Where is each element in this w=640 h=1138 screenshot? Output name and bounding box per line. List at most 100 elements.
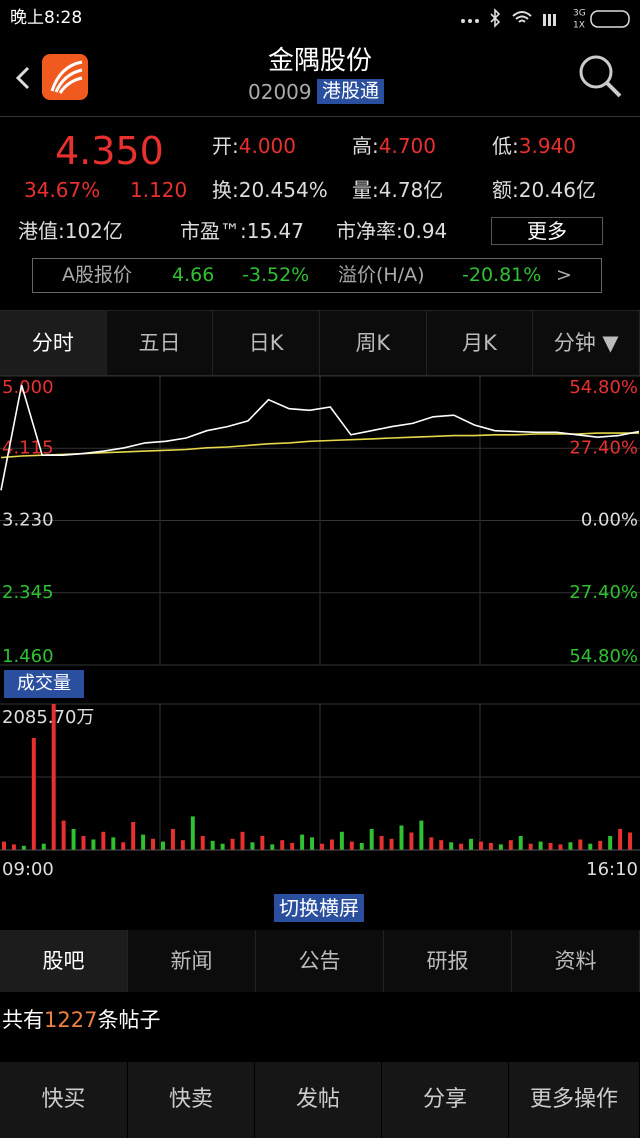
a-share-box[interactable] <box>32 258 602 293</box>
action-button[interactable]: 分享 <box>382 1062 509 1138</box>
low: 低:3.940 <box>492 136 576 156</box>
change: 1.120 <box>130 178 188 202</box>
label: 高: <box>352 134 379 158</box>
header-icons <box>15 54 622 100</box>
volume-bar <box>121 842 126 850</box>
tab[interactable]: 分时 <box>0 311 107 375</box>
amount: 额:20.46亿 <box>492 178 596 202</box>
volume-bar <box>399 825 404 850</box>
tab[interactable]: 资料 <box>512 930 640 992</box>
network: 3G <box>573 9 586 19</box>
turnover: 换:20.454% <box>212 178 328 202</box>
volume-bar <box>101 831 106 850</box>
volume-bar <box>131 821 136 850</box>
intraday-chart: 5.000 54.80% 4.115 27.40% 3.230 0.00% 2.345 27.… <box>0 375 640 880</box>
time-label: 09:00 <box>2 859 54 880</box>
tab[interactable]: 分钟 ▼ <box>533 311 640 375</box>
action-button[interactable]: 发帖 <box>255 1062 382 1138</box>
volume-bar <box>409 832 414 850</box>
tab[interactable]: 研报 <box>384 930 512 992</box>
price-line <box>0 384 640 491</box>
volume-bar <box>598 840 603 850</box>
tab-bar: 分时 五日 日K 周K 月K 分钟 ▼ <box>0 310 640 376</box>
volume-bar <box>439 840 444 850</box>
volume-bar <box>290 842 295 850</box>
volume-bar <box>429 837 434 850</box>
tab[interactable]: 公告 <box>256 930 384 992</box>
label: 低: <box>492 134 519 158</box>
a-share-label: A股报价 <box>62 264 132 286</box>
time-label: 16:10 <box>586 859 638 880</box>
volume-bar <box>538 841 543 850</box>
search[interactable] <box>579 55 613 89</box>
a-share-change: -3.52% <box>242 264 310 286</box>
y-tick-label: 27.40% <box>569 582 638 603</box>
tab[interactable]: 股吧 <box>0 930 128 992</box>
volume-bar <box>2 841 6 850</box>
volume-bar <box>81 835 86 850</box>
tab[interactable]: 月K <box>426 311 534 375</box>
volume-bar <box>111 837 116 850</box>
premium-label: 溢价(H/A) <box>338 264 425 286</box>
volume-bar <box>151 838 156 850</box>
volume-bar <box>11 844 16 850</box>
a-share-price: 4.66 <box>172 264 215 286</box>
more-button[interactable]: 更多 <box>491 217 603 245</box>
volume-bar <box>608 835 613 850</box>
network: 1X <box>573 21 585 31</box>
tab[interactable]: 五日 <box>106 311 214 375</box>
volume-bar <box>329 839 334 850</box>
volume-bar <box>230 838 235 850</box>
volume-bar <box>170 828 175 850</box>
volume-bar <box>488 842 493 850</box>
code: 02009 <box>248 80 312 104</box>
volume-bar <box>469 838 474 850</box>
y-tick-label: 4.115 <box>2 437 54 458</box>
volume-bar <box>349 841 354 850</box>
y-tick-label: 27.40% <box>569 437 638 458</box>
value: 4.700 <box>378 134 437 158</box>
market-cap: 港值:102亿 <box>18 219 123 243</box>
badge: 港股通 <box>317 79 385 104</box>
text: 共有 <box>2 1008 44 1032</box>
volume-bar <box>180 840 185 850</box>
tab[interactable]: 周K <box>320 311 427 375</box>
volume-bar <box>240 831 245 850</box>
volume-bar <box>270 844 275 850</box>
arrow: > <box>556 264 572 286</box>
action-button[interactable]: 快买 <box>0 1062 128 1138</box>
bottom-tab-bar: 股吧 新闻 公告 研报 资料 <box>0 930 640 992</box>
value: 3.940 <box>518 134 577 158</box>
volume-bar <box>568 842 573 850</box>
volume-bar <box>161 841 165 850</box>
text: 条帖子 <box>97 1008 161 1032</box>
change-pct: 34.67% <box>24 178 101 202</box>
volume-bar <box>260 835 265 850</box>
volume-bar <box>508 840 513 850</box>
volume-bar <box>578 839 583 850</box>
y-tick-label: 0.00% <box>581 510 638 531</box>
label: 开: <box>212 134 239 158</box>
action-bar: 快买 快卖 发帖 分享 更多操作 <box>0 1062 640 1138</box>
y-tick-label: 5.000 <box>2 377 54 398</box>
volume-bar <box>628 832 633 850</box>
action-button[interactable]: 快卖 <box>128 1062 255 1138</box>
volume-bar <box>310 837 315 850</box>
volume-bar <box>210 840 215 850</box>
y-tick-label: 2.345 <box>2 582 54 603</box>
volume-bar <box>518 835 523 850</box>
rotate-button[interactable]: 切换横屏 <box>274 894 364 922</box>
volume-bar <box>51 704 56 850</box>
pb: 市净率:0.94 <box>336 219 448 243</box>
tab[interactable]: 日K <box>213 311 320 375</box>
title: 金隅股份 <box>267 46 372 76</box>
action-button[interactable]: 更多操作 <box>509 1062 640 1138</box>
volume-badge <box>4 670 84 698</box>
back[interactable] <box>15 66 30 90</box>
tab[interactable]: 新闻 <box>128 930 256 992</box>
y-tick-label: 3.230 <box>2 510 54 531</box>
y-tick-label: 54.80% <box>569 377 638 398</box>
volume-bar <box>339 831 344 850</box>
volume-bar <box>449 842 454 850</box>
